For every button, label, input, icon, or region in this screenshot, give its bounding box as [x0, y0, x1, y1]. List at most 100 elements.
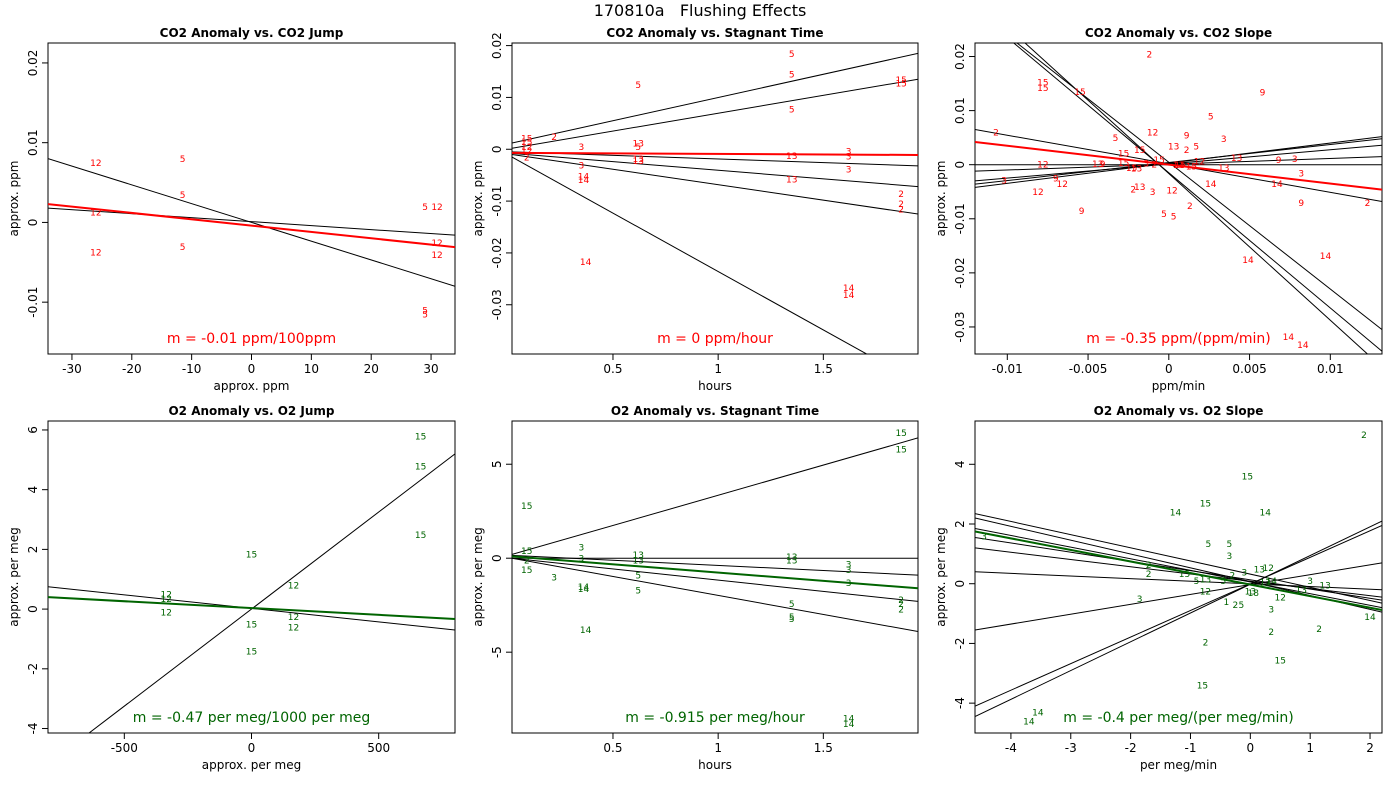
data-point-label: 5 — [1206, 540, 1212, 550]
data-point-label: 14 — [1320, 252, 1332, 262]
fit-line — [1013, 43, 1382, 352]
chart-title: O2 Anomaly vs. Stagnant Time — [611, 404, 819, 418]
data-point-label: 3 — [1307, 577, 1313, 587]
data-point-label: 13 — [632, 155, 643, 165]
data-point-label: 15 — [1242, 473, 1253, 483]
data-point-label: 15 — [895, 429, 906, 439]
data-point-label: 12 — [1032, 188, 1043, 198]
data-point-label: 13 — [1231, 154, 1242, 164]
data-point-label: 12 — [90, 248, 101, 258]
data-point-label: 5 — [789, 105, 795, 115]
data-point-label: 15 — [1037, 78, 1048, 88]
x-tick-label: -10 — [182, 362, 202, 376]
data-point-label: 15 — [415, 531, 426, 541]
y-tick-label: -4 — [953, 697, 967, 709]
data-point-label: 14 — [1242, 256, 1254, 266]
overall-fit-line — [48, 596, 455, 620]
chart-panel: O2 Anomaly vs. Stagnant Time 0.5 1 1.5 -5 0 5 h… — [471, 404, 919, 772]
data-point-label: 2 — [898, 600, 904, 610]
data-point-label: 15 — [521, 566, 532, 576]
data-point-label: 15 — [415, 432, 426, 442]
data-point-label: 5 — [1161, 210, 1167, 220]
data-point-label: 2 — [1365, 199, 1371, 209]
data-point-label: 1 — [1224, 598, 1230, 608]
slope-annotation: m = -0.915 per meg/hour — [625, 710, 805, 726]
x-tick-label: -20 — [122, 362, 142, 376]
y-tick-label: -0.03 — [953, 311, 967, 342]
data-point-label: 15 — [1186, 162, 1197, 172]
plot-area: 1515121222331414145135131355513133331414… — [512, 50, 918, 354]
y-tick-label: 0 — [953, 580, 967, 588]
slope-annotation: m = -0.4 per meg/(per meg/min) — [1063, 710, 1293, 726]
data-point-label: 15 — [895, 446, 906, 456]
data-point-label: 14 — [1023, 718, 1035, 728]
data-point-label: 13 — [1254, 565, 1265, 575]
chart-panel: O2 Anomaly vs. O2 Slope-4 -3 -2 -1 0 1 2-4-202… — [934, 404, 1383, 772]
fit-line — [512, 152, 918, 188]
y-tick-label: 0 — [490, 554, 504, 562]
data-point-label: 15 — [1197, 682, 1208, 692]
x-tick-label: 0 — [248, 741, 256, 755]
data-point-label: 2 — [1361, 431, 1367, 441]
data-point-label: 13 — [632, 157, 643, 167]
overall-fit-line — [512, 555, 918, 590]
x-axis-label: ppm/min — [1152, 379, 1206, 393]
y-tick-label: 0.01 — [953, 97, 967, 124]
x-tick-label: 20 — [364, 362, 379, 376]
data-point-label: 12 — [1194, 157, 1205, 167]
data-point-label: 5 — [1208, 113, 1214, 123]
y-tick-label: 0 — [26, 605, 40, 613]
data-point-label: 9 — [1276, 156, 1282, 166]
x-tick-label: 0 — [1247, 741, 1255, 755]
data-point-label: 13 — [1092, 160, 1103, 170]
data-point-label: 15 — [1275, 656, 1286, 666]
x-axis-label: hours — [698, 758, 732, 772]
y-tick-label: -0.02 — [490, 237, 504, 268]
data-point-label: 3 — [846, 566, 852, 576]
page-title: 170810a Flushing Effects — [593, 1, 807, 20]
data-point-label: 15 — [246, 647, 257, 657]
data-point-label: 15 — [1153, 156, 1164, 166]
fit-line — [975, 562, 1382, 631]
data-point-label: 13 — [1295, 586, 1306, 596]
x-tick-label: 500 — [367, 741, 390, 755]
data-point-label: 13 — [1173, 161, 1184, 171]
overall-fit-line — [512, 151, 918, 156]
data-point-label: 12 — [288, 582, 299, 592]
data-point-label: 2 — [1151, 161, 1157, 171]
data-point-label: 3 — [846, 147, 852, 157]
slope-annotation: m = 0 ppm/hour — [657, 331, 773, 347]
y-tick-label: -0.01 — [953, 203, 967, 234]
y-tick-label: -4 — [26, 723, 40, 735]
data-point-label: 14 — [578, 173, 590, 183]
data-point-label: 3 — [1001, 176, 1007, 186]
data-point-label: 12 — [1037, 161, 1048, 171]
data-point-label: 5 — [789, 615, 795, 625]
plot-frame — [47, 42, 456, 355]
data-point-label: 3 — [579, 143, 585, 153]
fit-line — [512, 78, 918, 149]
data-point-label: 13 — [786, 553, 797, 563]
data-point-label: 5 — [180, 191, 186, 201]
y-tick-label: 4 — [26, 486, 40, 494]
chart-title: CO2 Anomaly vs. Stagnant Time — [606, 26, 823, 40]
x-tick-label: -0.01 — [992, 362, 1023, 376]
x-tick-label: -4 — [1005, 741, 1017, 755]
fit-line — [512, 153, 918, 215]
data-point-label: 14 — [1205, 180, 1217, 190]
y-tick-label: 6 — [26, 426, 40, 434]
y-tick-label: -0.03 — [490, 289, 504, 320]
data-point-label: 12 — [431, 251, 442, 261]
data-point-label: 3 — [1221, 135, 1227, 145]
chart-title: O2 Anomaly vs. O2 Slope — [1094, 404, 1264, 418]
data-point-label: 13 — [1319, 582, 1330, 592]
data-point-label: 2 — [1230, 571, 1236, 581]
data-point-label: 13 — [1245, 588, 1256, 598]
x-tick-label: 0.01 — [1317, 362, 1344, 376]
chart-panel: CO2 Anomaly vs. CO2 Slope -0.01 -0.005 0 0.0… — [934, 26, 1383, 393]
plot-frame — [974, 42, 1383, 355]
data-point-label: 14 — [1364, 613, 1376, 623]
x-tick-label: -2 — [1125, 741, 1137, 755]
x-tick-label: 0.5 — [603, 741, 622, 755]
